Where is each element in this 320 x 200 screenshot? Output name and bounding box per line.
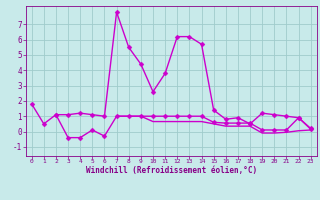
- X-axis label: Windchill (Refroidissement éolien,°C): Windchill (Refroidissement éolien,°C): [86, 166, 257, 175]
